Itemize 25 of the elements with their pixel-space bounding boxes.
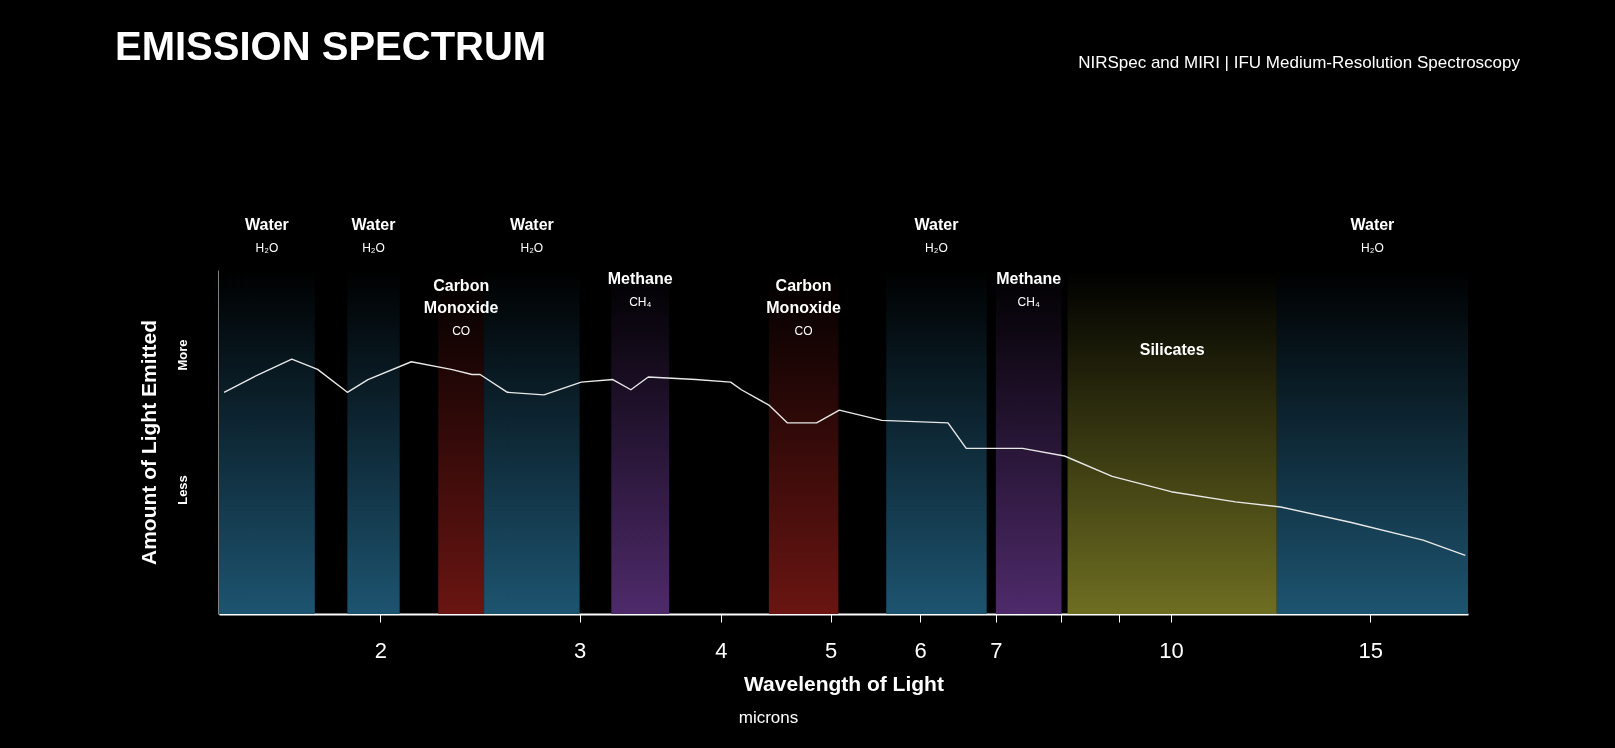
x-tick-label: 2	[374, 637, 388, 663]
x-tick-label: 10	[1159, 637, 1184, 663]
x-tick-label: 6	[914, 637, 927, 663]
band-label: Water H₂O	[244, 216, 289, 255]
text: More	[175, 339, 190, 371]
x-tick-label: 5	[824, 637, 838, 663]
band-label: Water H₂O	[1350, 216, 1395, 255]
x-tick-label: 15	[1358, 637, 1384, 663]
x-axis-title: Wavelength of Light	[744, 671, 944, 695]
text: microns	[738, 708, 799, 727]
chart-title: EMISSION SPECTRUM	[115, 24, 547, 68]
band-label: Water H₂O	[351, 216, 396, 255]
band-label: Water H₂O	[509, 216, 554, 255]
band-label: Water H₂O	[914, 216, 959, 255]
x-tick-label: 7	[990, 637, 1003, 663]
band-label: Methane CH₄	[996, 270, 1062, 309]
text: Less	[175, 475, 190, 505]
band-label: Methane CH₄	[607, 270, 673, 309]
x-tick-label: 3	[573, 637, 587, 663]
chart-subtitle: NIRSpec and MIRI | IFU Medium-Resolution Spectroscopy	[1078, 53, 1521, 72]
band-label: Silicates	[1139, 341, 1205, 358]
band-label: Carbon Monoxide CO	[423, 277, 499, 338]
x-tick-label: 4	[715, 637, 728, 663]
y-axis-title: Amount of Light Emitted	[136, 320, 160, 565]
band-label: Carbon Monoxide CO	[766, 277, 842, 338]
